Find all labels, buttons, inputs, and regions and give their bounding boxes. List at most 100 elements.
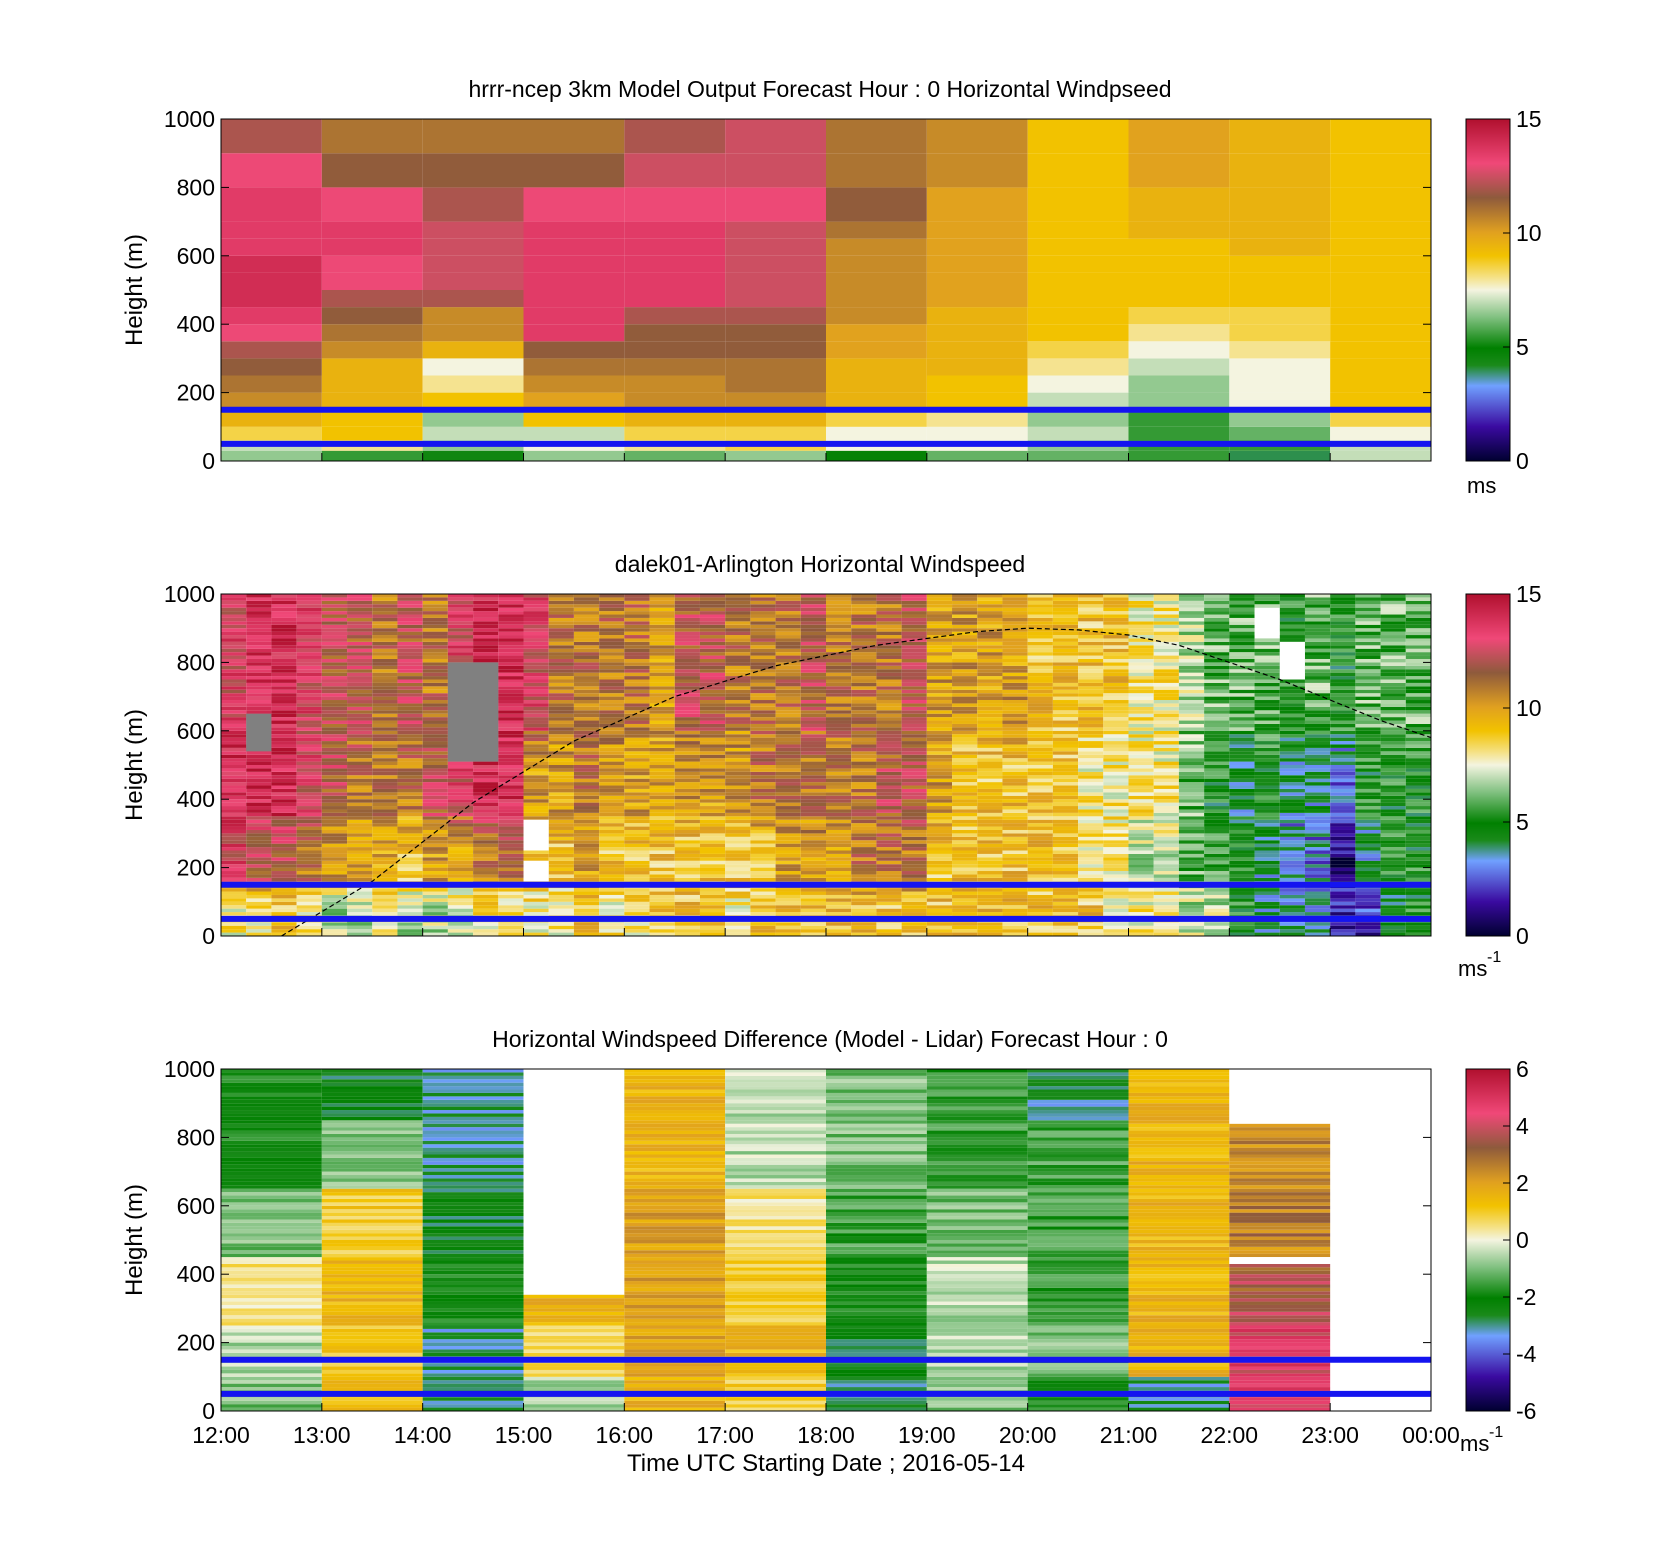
heatmap-cell	[674, 888, 700, 892]
heatmap-cell	[901, 689, 927, 694]
heatmap-cell	[1330, 617, 1356, 622]
heatmap-cell	[548, 611, 574, 615]
heatmap-cell	[1078, 737, 1104, 742]
heatmap-cell	[573, 700, 600, 704]
heatmap-cell	[926, 754, 953, 759]
heatmap-cell	[876, 898, 902, 902]
heatmap-cell	[876, 922, 902, 926]
heatmap-cell	[548, 850, 574, 854]
heatmap-cell	[977, 806, 1003, 810]
heatmap-cell	[1027, 782, 1053, 786]
heatmap-cell	[1229, 840, 1255, 844]
heatmap-cell	[699, 713, 726, 718]
heatmap-cell	[775, 758, 801, 762]
heatmap-cell	[1153, 874, 1179, 878]
heatmap-cell	[674, 819, 700, 824]
heatmap-cell	[624, 706, 650, 711]
heatmap-cell	[699, 686, 726, 690]
heatmap-cell	[1128, 754, 1154, 759]
heatmap-cell	[1027, 693, 1053, 697]
heatmap-cell	[1103, 672, 1129, 677]
heatmap-cell	[1052, 891, 1079, 895]
heatmap-cell	[573, 853, 600, 858]
heatmap-cell	[649, 840, 675, 844]
heatmap-cell	[725, 912, 751, 916]
heatmap-cell	[750, 788, 776, 793]
heatmap-cell	[977, 652, 1003, 656]
heatmap-cell	[1103, 706, 1129, 711]
heatmap-cell	[1254, 765, 1280, 769]
heatmap-cell	[321, 929, 348, 933]
heatmap-cell	[573, 662, 600, 666]
heatmap-cell	[321, 836, 348, 841]
heatmap-cell	[851, 812, 877, 817]
heatmap-cell	[1330, 730, 1356, 735]
heatmap-cell	[1279, 604, 1305, 608]
heatmap-cell	[1380, 857, 1406, 861]
heatmap-cell	[321, 645, 348, 649]
heatmap-cell	[1103, 809, 1129, 813]
heatmap-cell	[1052, 840, 1079, 844]
heatmap-cell	[624, 747, 650, 752]
heatmap-cell	[422, 614, 448, 618]
heatmap-cell	[1052, 829, 1079, 834]
heatmap-cell	[901, 922, 927, 926]
heatmap-cell	[901, 717, 927, 721]
heatmap-cell	[826, 703, 852, 707]
heatmap-cell	[952, 631, 978, 636]
heatmap-cell	[1027, 802, 1053, 807]
heatmap-cell	[523, 669, 549, 673]
heatmap-cell	[397, 741, 423, 745]
heatmap-cell	[1355, 761, 1381, 765]
heatmap-cell	[1052, 607, 1079, 612]
heatmap-cell	[699, 693, 726, 697]
heatmap-cell	[800, 686, 826, 690]
heatmap-cell	[347, 768, 373, 772]
heatmap-cell	[800, 901, 826, 906]
heatmap-cell	[926, 672, 953, 677]
heatmap-cell	[750, 717, 776, 721]
heatmap-cell	[1380, 696, 1406, 701]
heatmap-cell	[649, 778, 675, 783]
heatmap-cell	[1103, 894, 1129, 899]
heatmap-cell	[826, 912, 852, 916]
heatmap-cell	[952, 737, 978, 742]
heatmap-cell	[422, 802, 448, 807]
heatmap-cell	[246, 816, 272, 820]
heatmap-cell	[573, 806, 600, 810]
heatmap-cell	[775, 600, 801, 605]
heatmap-cell	[573, 816, 600, 820]
heatmap-cell	[599, 655, 625, 659]
heatmap-cell	[674, 682, 700, 687]
heatmap-cell	[246, 703, 272, 707]
heatmap-cell	[548, 912, 574, 916]
heatmap-cell	[1027, 392, 1129, 410]
heatmap-cell	[296, 812, 322, 817]
heatmap-cell	[1128, 703, 1154, 707]
heatmap-cell	[523, 723, 549, 728]
heatmap-cell	[221, 730, 247, 735]
heatmap-cell	[1078, 932, 1104, 936]
heatmap-cell	[221, 119, 322, 154]
heatmap-cell	[599, 645, 625, 649]
heatmap-cell	[674, 754, 700, 759]
heatmap-cell	[321, 857, 348, 861]
heatmap-cell	[1002, 737, 1028, 742]
heatmap-cell	[1229, 358, 1331, 376]
heatmap-cell	[977, 645, 1003, 649]
heatmap-cell	[447, 891, 474, 895]
heatmap-cell	[1229, 290, 1331, 308]
heatmap-cell	[523, 617, 549, 622]
heatmap-cell	[750, 908, 776, 913]
heatmap-cell	[1153, 771, 1179, 776]
heatmap-cell	[1204, 857, 1230, 861]
heatmap-cell	[221, 795, 247, 800]
heatmap-cell	[901, 658, 927, 663]
heatmap-cell	[1002, 925, 1028, 930]
heatmap-cell	[1330, 836, 1356, 841]
heatmap-cell	[1355, 833, 1381, 837]
heatmap-cell	[599, 795, 625, 800]
heatmap-cell	[1128, 645, 1154, 649]
heatmap-cell	[599, 799, 625, 803]
heatmap-cell	[573, 754, 600, 759]
